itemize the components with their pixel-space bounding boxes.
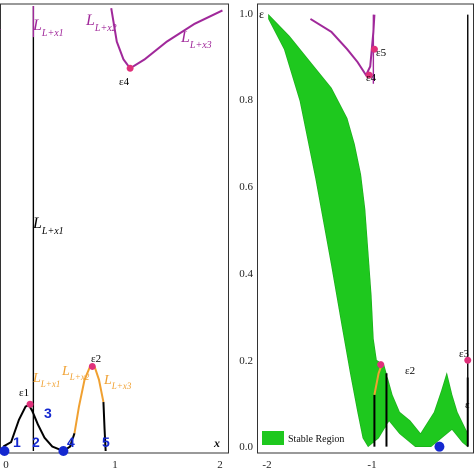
right-y-tick-4: 0.8 bbox=[239, 94, 253, 106]
left-x-tick-0: 0 bbox=[3, 459, 9, 471]
right-label-eps5: ε5 bbox=[376, 47, 387, 59]
right-label-eps-edge: ε bbox=[465, 399, 470, 411]
legend-label: Stable Region bbox=[288, 434, 344, 445]
right-y-tick-0: 0.0 bbox=[239, 441, 253, 453]
left-x-axis-label: x bbox=[213, 436, 220, 450]
point-2 bbox=[126, 64, 134, 72]
point-0 bbox=[370, 45, 378, 53]
left-x-tick-1: 1 bbox=[112, 459, 118, 471]
left-label-Lx1-top: LL+x1 bbox=[32, 17, 64, 39]
point-1 bbox=[88, 362, 96, 370]
left-panel: 0 1 2 x LL+x1 LL+x1 LL+x2 LL+x3 LL+x1 LL… bbox=[0, 3, 229, 471]
left-num-3: 3 bbox=[44, 405, 52, 421]
point-3 bbox=[464, 356, 472, 364]
point-1 bbox=[365, 71, 373, 79]
right-panel: 0.0 0.2 0.4 0.6 0.8 1.0 -2 -1 Stable Reg… bbox=[239, 3, 474, 471]
right-label-eps4: ε4 bbox=[366, 72, 377, 84]
point-4 bbox=[58, 446, 69, 456]
point-3 bbox=[0, 446, 10, 456]
curve-1 bbox=[73, 366, 92, 434]
left-num-2: 2 bbox=[32, 434, 40, 450]
left-num-4: 4 bbox=[67, 434, 75, 450]
right-y-tick-5: 1.0 bbox=[239, 8, 253, 20]
curve-3 bbox=[102, 402, 107, 452]
curve-0 bbox=[309, 14, 376, 78]
left-label-Lx1-low: LL+x1 bbox=[32, 371, 60, 389]
left-points bbox=[0, 64, 134, 456]
right-y-tick-3: 0.6 bbox=[239, 181, 253, 193]
left-label-Lx1-mid: LL+x1 bbox=[32, 215, 64, 237]
left-label-eps1: ε1 bbox=[19, 387, 29, 399]
left-num-1: 1 bbox=[13, 434, 21, 450]
legend: Stable Region bbox=[262, 431, 344, 445]
left-num-5: 5 bbox=[102, 434, 110, 450]
point-4 bbox=[434, 441, 445, 452]
left-label-Lx2-low: LL+x2 bbox=[61, 364, 90, 382]
curve-2 bbox=[93, 366, 105, 403]
stable-region-area bbox=[268, 13, 469, 448]
left-label-eps4: ε4 bbox=[119, 76, 130, 88]
right-label-eps2: ε2 bbox=[405, 365, 415, 377]
stable-region bbox=[268, 13, 469, 448]
point-0 bbox=[26, 400, 34, 408]
legend-swatch bbox=[262, 431, 284, 445]
left-label-Lx3-low: LL+x3 bbox=[103, 373, 132, 391]
left-label-eps2: ε2 bbox=[91, 353, 101, 365]
point-2 bbox=[377, 361, 385, 369]
right-label-eps-top: ε bbox=[259, 7, 264, 21]
right-points bbox=[365, 45, 472, 452]
curve-4 bbox=[110, 8, 223, 70]
right-label-eps3: ε3 bbox=[459, 348, 470, 360]
right-x-tick-0: -2 bbox=[262, 459, 271, 471]
left-edge-purple-fragment: ı bbox=[0, 17, 2, 34]
left-x-tick-2: 2 bbox=[217, 459, 223, 471]
right-y-tick-2: 0.4 bbox=[239, 268, 253, 280]
right-y-tick-1: 0.2 bbox=[239, 355, 253, 367]
right-x-tick-1: -1 bbox=[367, 459, 376, 471]
left-label-Lx3-top: LL+x3 bbox=[180, 29, 212, 51]
left-panel-frame bbox=[0, 3, 229, 454]
